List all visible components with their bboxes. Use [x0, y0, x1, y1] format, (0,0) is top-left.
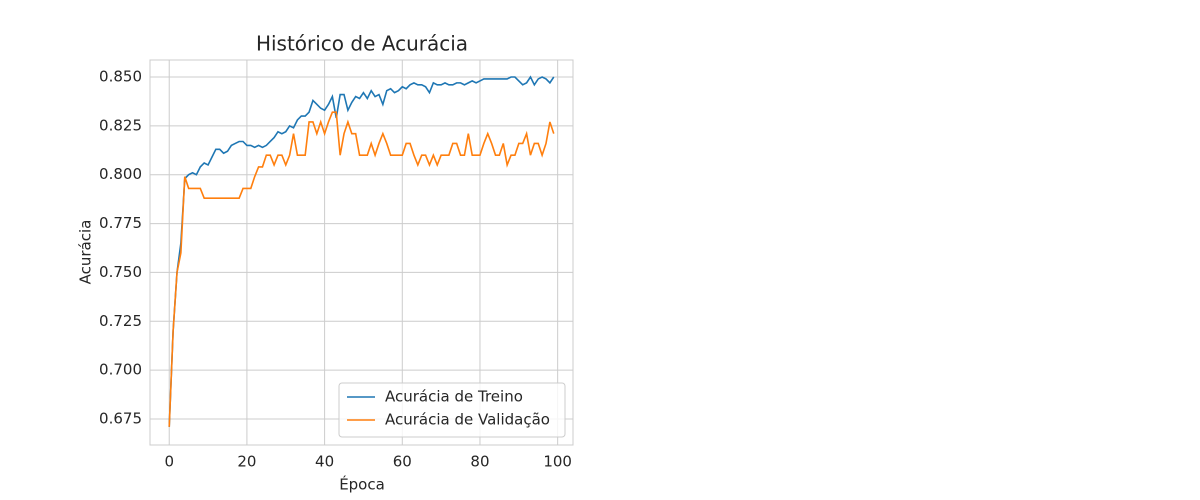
y-tick-label: 0.850: [99, 68, 142, 86]
legend-label: Acurácia de Validação: [385, 411, 550, 429]
x-tick-label: 100: [543, 453, 572, 471]
series-line: [168, 111, 555, 427]
x-tick-label: 60: [393, 453, 412, 471]
y-tick-label: 0.775: [99, 214, 142, 232]
x-tick-label: 40: [315, 453, 334, 471]
y-tick-label: 0.750: [99, 263, 142, 281]
y-tick-label: 0.825: [99, 116, 142, 134]
y-axis-label: Acurácia: [77, 220, 95, 285]
plot-frame: [149, 59, 574, 446]
y-tick-label: 0.700: [99, 361, 142, 379]
x-tick-label: 80: [470, 453, 489, 471]
chart-title: Histórico de Acurácia: [256, 32, 468, 56]
legend-box: [338, 382, 566, 438]
y-tick-label: 0.800: [99, 165, 142, 183]
legend-label: Acurácia de Treino: [385, 388, 523, 406]
series-line: [168, 75, 555, 427]
y-tick-label: 0.725: [99, 312, 142, 330]
x-tick-label: 0: [164, 453, 174, 471]
x-tick-label: 20: [237, 453, 256, 471]
y-tick-label: 0.675: [99, 410, 142, 428]
x-axis-label: Época: [339, 475, 385, 494]
